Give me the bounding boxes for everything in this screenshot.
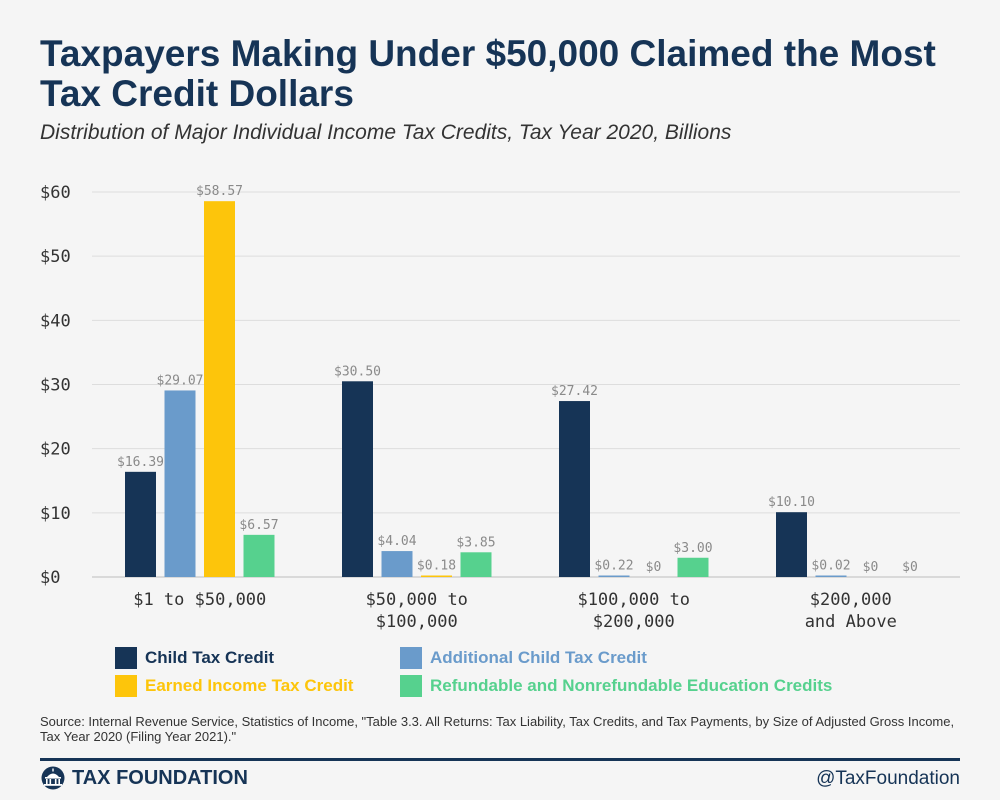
y-tick-label: $20 [40,440,71,460]
y-tick-label: $60 [40,183,71,203]
chart-subtitle: Distribution of Major Individual Income … [40,121,732,144]
data-label: $6.57 [239,518,278,533]
data-label: $0 [646,560,662,575]
data-label: $3.85 [456,535,495,550]
data-label: $10.10 [768,495,815,510]
x-tick-label: and Above [805,612,897,632]
legend-label: Child Tax Credit [145,648,275,667]
capitol-icon [41,766,65,790]
legend-label: Refundable and Nonrefundable Education C… [430,676,833,695]
data-label: $16.39 [117,455,164,470]
bar [204,201,235,577]
bar [460,552,492,577]
bar [125,471,156,577]
tax-foundation-logo: TAX FOUNDATION [40,766,248,790]
data-label: $58.57 [196,184,243,199]
bar-chart: $0 $10 $20 $30 $40 $50 $60 $16.39 $29.07 $58.57 $6… [40,183,960,632]
legend-label: Additional Child Tax Credit [430,648,647,667]
bar [421,575,452,577]
bar [815,575,847,577]
data-label: $27.42 [551,384,598,399]
x-tick-label: $50,000 to [366,590,468,610]
x-tick-label: $1 to $50,000 [133,590,266,610]
data-label: $0.22 [594,559,633,574]
footer-divider [40,758,960,761]
y-tick-label: $40 [40,311,71,331]
data-label: $0 [902,560,918,575]
x-tick-label: $200,000 [810,590,892,610]
data-label: $0 [863,560,879,575]
x-tick-label: $100,000 [376,612,458,632]
bar [677,557,709,577]
y-tick-label: $10 [40,504,71,524]
chart-title: Taxpayers Making Under $50,000 Claimed t… [40,33,936,114]
legend-swatch [400,675,422,697]
x-tick-label: $200,000 [593,612,675,632]
legend-item-additional-child-tax-credit: Additional Child Tax Credit [400,647,647,669]
y-tick-label: $0 [40,568,60,588]
legend-item-child-tax-credit: Child Tax Credit [115,647,274,669]
data-label: $0.02 [811,559,850,574]
bar [381,551,413,577]
y-tick-label: $50 [40,247,71,267]
bar [598,575,630,577]
source-note: Source: Internal Revenue Service, Statis… [40,714,955,744]
legend-swatch [400,647,422,669]
brand-name: TAX FOUNDATION [72,766,248,789]
data-label: $29.07 [157,373,204,388]
bar [164,390,196,577]
bar [559,401,590,577]
legend-swatch [115,675,137,697]
x-tick-label: $100,000 to [577,590,690,610]
data-label: $4.04 [377,534,416,549]
y-tick-label: $30 [40,376,71,396]
bar [342,381,373,577]
social-handle[interactable]: @TaxFoundation [816,768,960,789]
bar [776,512,807,577]
data-label: $30.50 [334,364,381,379]
legend-item-education-credits: Refundable and Nonrefundable Education C… [400,675,832,697]
legend-item-earned-income-tax-credit: Earned Income Tax Credit [115,675,353,697]
bar [243,534,275,577]
data-label: $0.18 [417,559,456,574]
data-label: $3.00 [673,541,712,556]
legend-label: Earned Income Tax Credit [145,676,354,695]
legend-swatch [115,647,137,669]
